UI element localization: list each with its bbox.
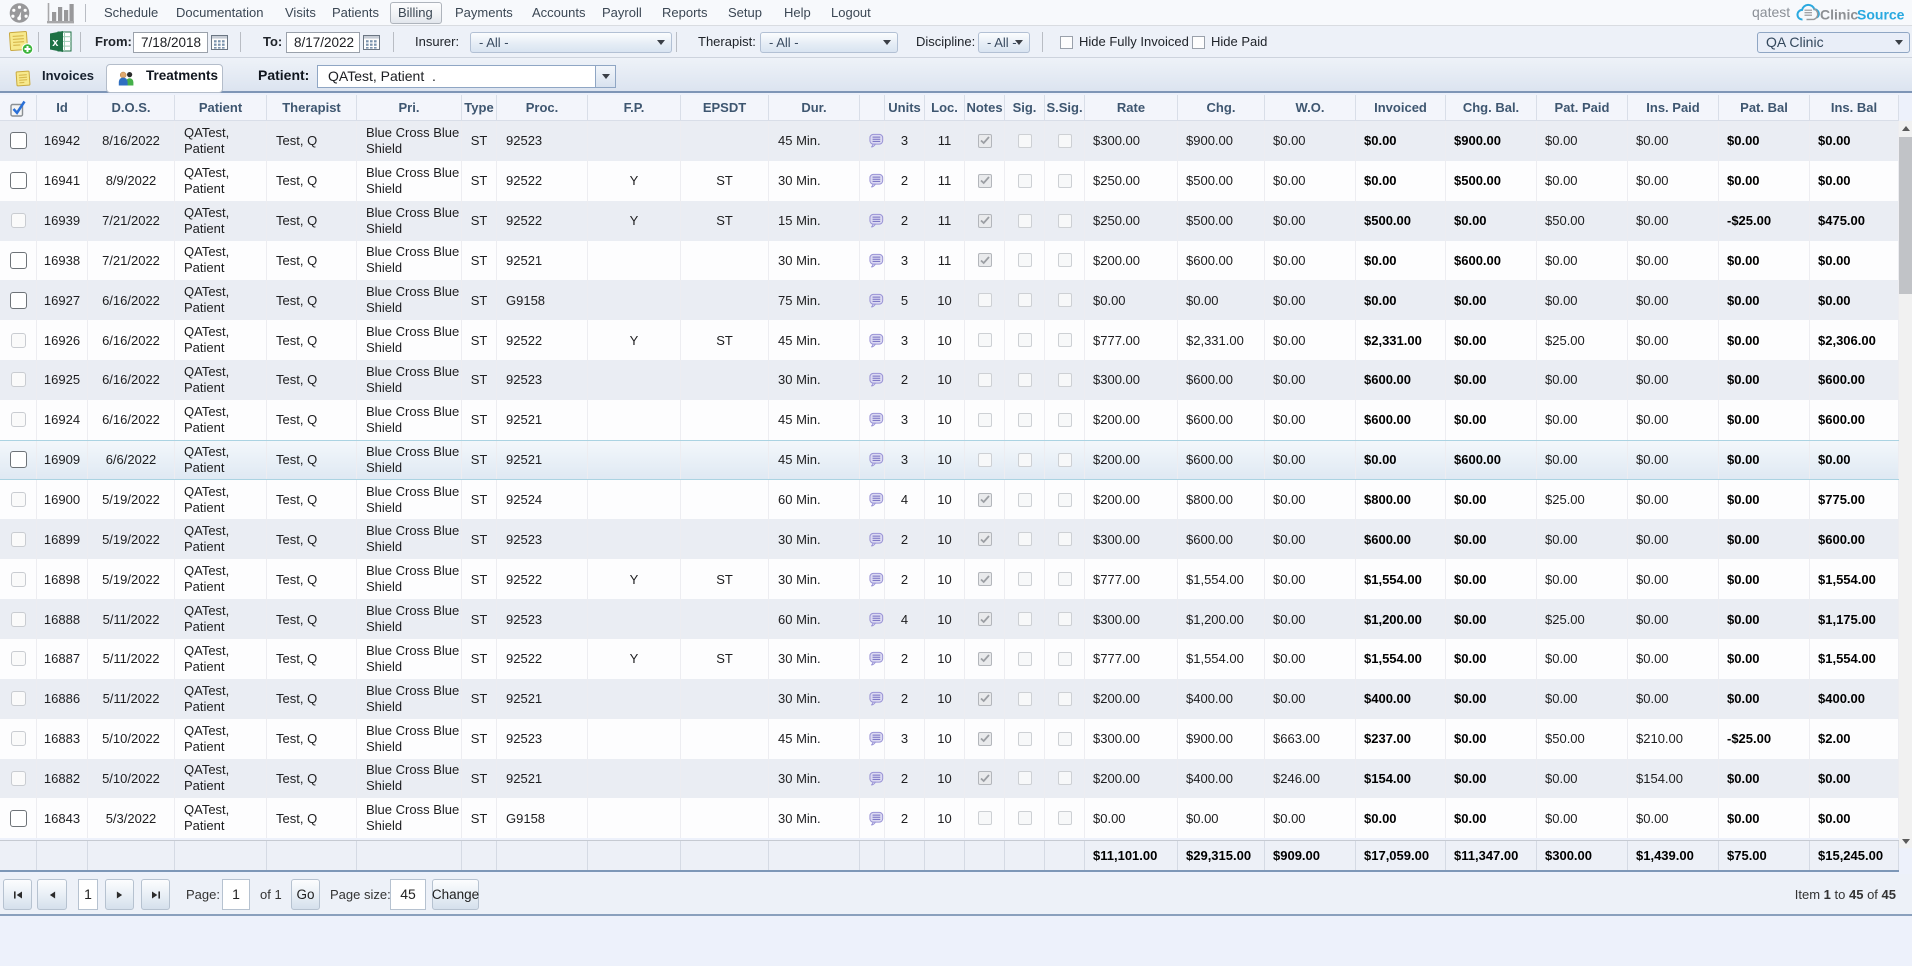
svg-text:x: x [52, 37, 59, 49]
svg-text:Clinic: Clinic [1820, 7, 1858, 23]
svg-text:Source: Source [1857, 7, 1905, 23]
